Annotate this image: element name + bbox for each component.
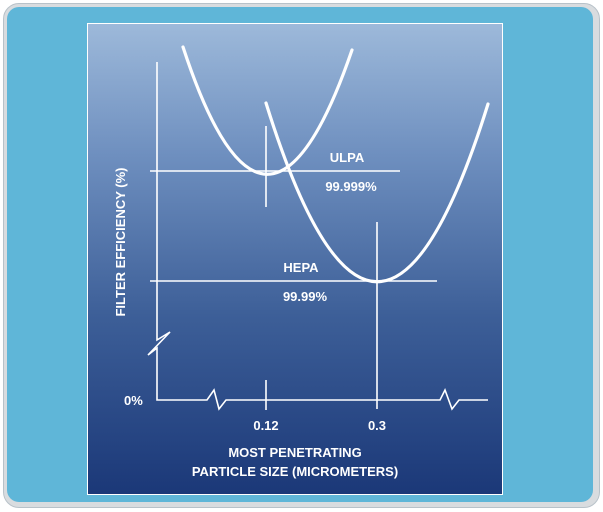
y-axis-zero-label: 0%: [124, 393, 143, 408]
ulpa-efficiency-label: 99.999%: [325, 179, 377, 194]
hepa-efficiency-label: 99.99%: [283, 289, 328, 304]
hepa-curve: [264, 101, 490, 284]
y-axis: [147, 62, 488, 411]
ulpa-curve: [181, 45, 354, 176]
x-tick-label-03: 0.3: [368, 418, 386, 433]
y-axis-label: FILTER EFFICIENCY (%): [113, 167, 128, 316]
ulpa-label: ULPA: [330, 150, 365, 165]
x-axis-label-line2: PARTICLE SIZE (MICROMETERS): [192, 464, 398, 479]
x-tick-label-012: 0.12: [253, 418, 278, 433]
x-axis-label-line1: MOST PENETRATING: [228, 445, 361, 460]
hepa-label: HEPA: [283, 260, 319, 275]
